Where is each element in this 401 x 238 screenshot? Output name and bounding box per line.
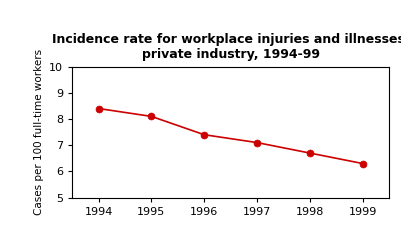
Title: Incidence rate for workplace injuries and illnesses,
private industry, 1994-99: Incidence rate for workplace injuries an… [52,33,401,61]
Y-axis label: Cases per 100 full-time workers: Cases per 100 full-time workers [34,49,44,215]
